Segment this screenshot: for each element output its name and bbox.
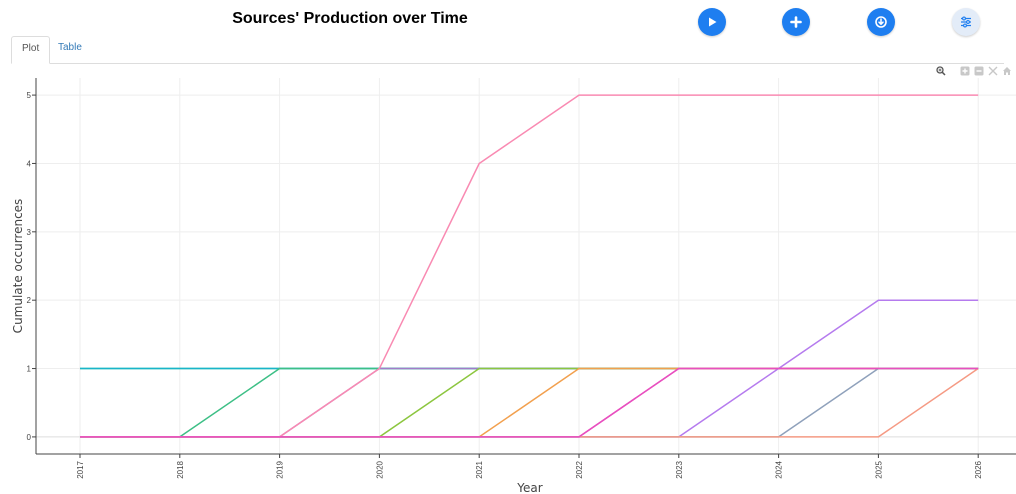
x-tick-label: 2022 bbox=[575, 460, 584, 478]
plus-icon bbox=[790, 16, 802, 28]
x-tick-label: 2025 bbox=[874, 460, 883, 478]
tab-table[interactable]: Table bbox=[58, 42, 82, 53]
y-tick-label: 5 bbox=[27, 91, 32, 100]
autoscale-icon[interactable] bbox=[988, 66, 998, 76]
x-tick-label: 2024 bbox=[775, 460, 784, 478]
y-axis-title: Cumulate occurrences bbox=[11, 199, 25, 334]
view-tabs: Plot Table bbox=[11, 36, 1004, 64]
y-tick-label: 0 bbox=[27, 433, 32, 442]
run-button[interactable] bbox=[698, 8, 726, 36]
add-button[interactable] bbox=[782, 8, 810, 36]
series-line-11 bbox=[80, 94, 979, 438]
x-axis-title: Year bbox=[516, 481, 542, 494]
y-tick-label: 2 bbox=[27, 296, 32, 305]
sliders-icon bbox=[961, 16, 971, 28]
x-tick-label: 2019 bbox=[276, 460, 285, 478]
y-tick-label: 1 bbox=[27, 365, 32, 374]
download-button[interactable] bbox=[867, 8, 895, 36]
plot-modebar bbox=[936, 66, 1012, 76]
download-icon bbox=[875, 16, 887, 28]
page-title: Sources' Production over Time bbox=[232, 10, 468, 27]
x-tick-label: 2023 bbox=[675, 460, 684, 478]
play-icon bbox=[709, 17, 717, 27]
x-tick-label: 2017 bbox=[76, 460, 85, 478]
series-line-6 bbox=[80, 367, 979, 438]
series-line-12 bbox=[80, 367, 979, 438]
x-tick-label: 2021 bbox=[475, 460, 484, 478]
x-tick-label: 2018 bbox=[176, 460, 185, 478]
settings-button[interactable] bbox=[952, 8, 980, 36]
home-icon[interactable] bbox=[1002, 66, 1012, 76]
x-tick-label: 2020 bbox=[375, 460, 384, 478]
zoom-in-icon[interactable] bbox=[960, 66, 970, 76]
zoom-icon[interactable] bbox=[936, 66, 946, 76]
x-tick-label: 2026 bbox=[974, 460, 983, 478]
y-tick-label: 3 bbox=[27, 228, 32, 237]
zoom-out-icon[interactable] bbox=[974, 66, 984, 76]
tab-plot[interactable]: Plot bbox=[11, 36, 51, 64]
y-tick-label: 4 bbox=[27, 159, 32, 168]
